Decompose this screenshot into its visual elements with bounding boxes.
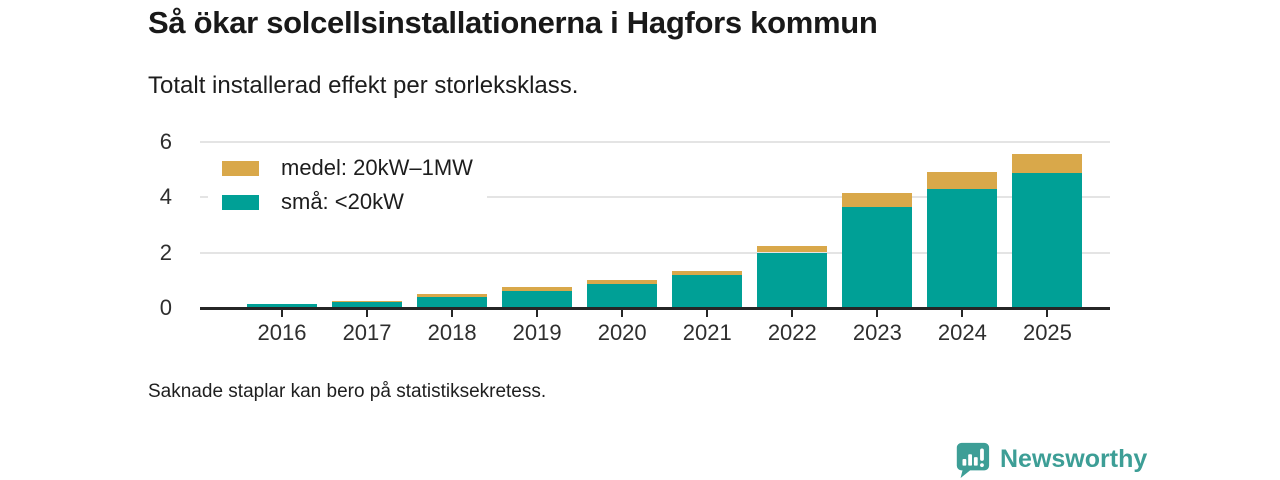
x-axis-tick (791, 309, 794, 317)
legend-row-medel: medel: 20kW–1MW (222, 155, 473, 181)
x-axis-tick (451, 309, 454, 317)
y-gridline (200, 196, 1110, 198)
x-axis-tick-label: 2016 (257, 320, 307, 345)
chart-subtitle: Totalt installerad effekt per storlekskl… (148, 72, 579, 99)
newsworthy-logo: Newsworthy (953, 440, 1147, 478)
bar-segment (417, 297, 488, 308)
bar-segment (502, 287, 573, 292)
x-axis-tick-label: 2017 (342, 320, 392, 345)
bar-segment (757, 246, 828, 253)
bar-segment (927, 172, 998, 189)
x-axis-tick (536, 309, 539, 317)
y-axis-tick-label: 0 (159, 295, 172, 320)
y-axis-tick-label: 6 (159, 128, 172, 154)
x-axis-tick-label: 2020 (597, 320, 647, 345)
x-axis-tick (876, 309, 879, 317)
y-gridline (200, 251, 1110, 254)
y-gridline (200, 140, 1110, 143)
legend-label-medel: medel: 20kW–1MW (281, 155, 473, 180)
bar-segment (842, 192, 913, 207)
x-axis-tick (621, 309, 624, 317)
bar-segment (927, 188, 998, 308)
x-axis-line (200, 306, 1110, 310)
x-axis-tick-label: 2019 (512, 320, 562, 345)
x-axis-tick-label: 2024 (937, 320, 987, 345)
bar-segment (672, 271, 743, 275)
x-axis-tick-label: 2022 (767, 320, 817, 345)
x-axis-tick (706, 309, 709, 317)
y-axis-tick-label: 2 (159, 239, 172, 265)
bar-segment (842, 206, 913, 308)
bar-segment (417, 294, 488, 298)
legend-label-sma: små: <20kW (281, 189, 404, 214)
legend: medel: 20kW–1MW små: <20kW (208, 147, 487, 225)
bar-segment (757, 252, 828, 308)
bar-segment (502, 291, 573, 308)
bar-segment (587, 280, 658, 285)
x-axis-tick-label: 2018 (427, 320, 477, 345)
y-axis-tick-label: 4 (159, 184, 172, 209)
footnote: Saknade staplar kan bero på statistiksek… (148, 381, 547, 402)
bar-segment (1012, 153, 1083, 174)
newsworthy-wordmark: Newsworthy (1000, 444, 1148, 473)
bar-segment (587, 284, 658, 308)
bar-segment (1012, 173, 1083, 308)
bar-segment (247, 303, 317, 308)
x-axis-tick (366, 309, 369, 317)
chart-title: Så ökar solcellsinstallationerna i Hagfo… (148, 5, 878, 40)
bar-segment (332, 301, 403, 308)
x-axis-tick-label: 2025 (1022, 320, 1072, 345)
x-axis-tick-label: 2021 (682, 320, 732, 345)
legend-swatch-medel-icon (222, 160, 259, 176)
x-axis-tick (961, 309, 964, 317)
legend-row-sma: små: <20kW (222, 189, 473, 215)
bar-segment (332, 300, 403, 302)
x-axis-tick (1046, 309, 1049, 317)
bar-segment (672, 274, 743, 308)
x-axis-tick-label: 2023 (852, 320, 902, 345)
newsworthy-bar-chart-speech-bubble-icon (956, 442, 990, 478)
legend-swatch-sma-icon (222, 194, 259, 210)
x-axis-tick (281, 309, 283, 317)
